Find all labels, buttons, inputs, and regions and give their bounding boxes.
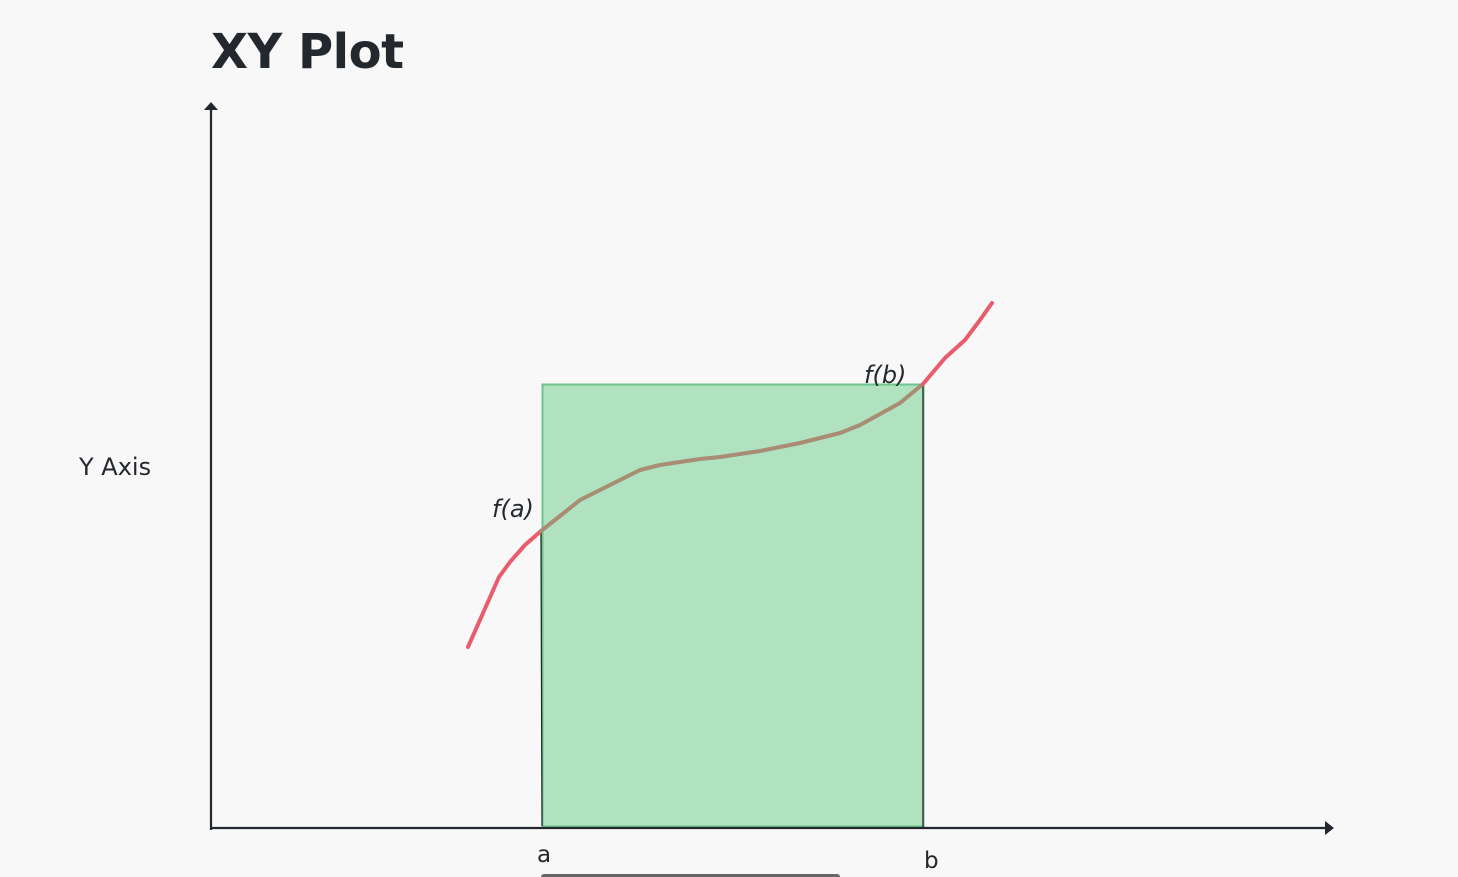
x-tick-label-a: a bbox=[537, 842, 551, 868]
vline-a bbox=[540, 530, 543, 827]
curve-middle-segment bbox=[539, 382, 925, 533]
curve-right-segment bbox=[921, 301, 994, 386]
chart-title: XY Plot bbox=[211, 24, 404, 80]
fb-label: f(b) bbox=[864, 361, 906, 389]
curve-left-segment bbox=[466, 529, 543, 649]
shaded-rectangle bbox=[541, 383, 925, 828]
horizontal-scrollbar-thumb[interactable] bbox=[541, 874, 840, 877]
x-tick-label-b: b bbox=[924, 848, 939, 874]
y-axis-label: Y Axis bbox=[78, 453, 151, 481]
x-axis-arrow bbox=[1325, 821, 1334, 835]
fa-label: f(a) bbox=[492, 495, 534, 523]
y-axis-arrow bbox=[204, 102, 218, 110]
